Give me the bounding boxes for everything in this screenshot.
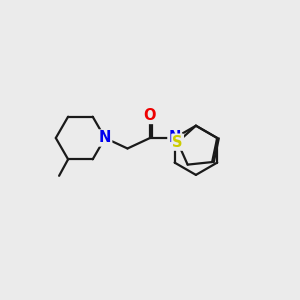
Text: N: N: [99, 130, 111, 146]
Text: O: O: [144, 108, 156, 123]
Text: N: N: [168, 130, 181, 146]
Text: S: S: [172, 135, 183, 150]
